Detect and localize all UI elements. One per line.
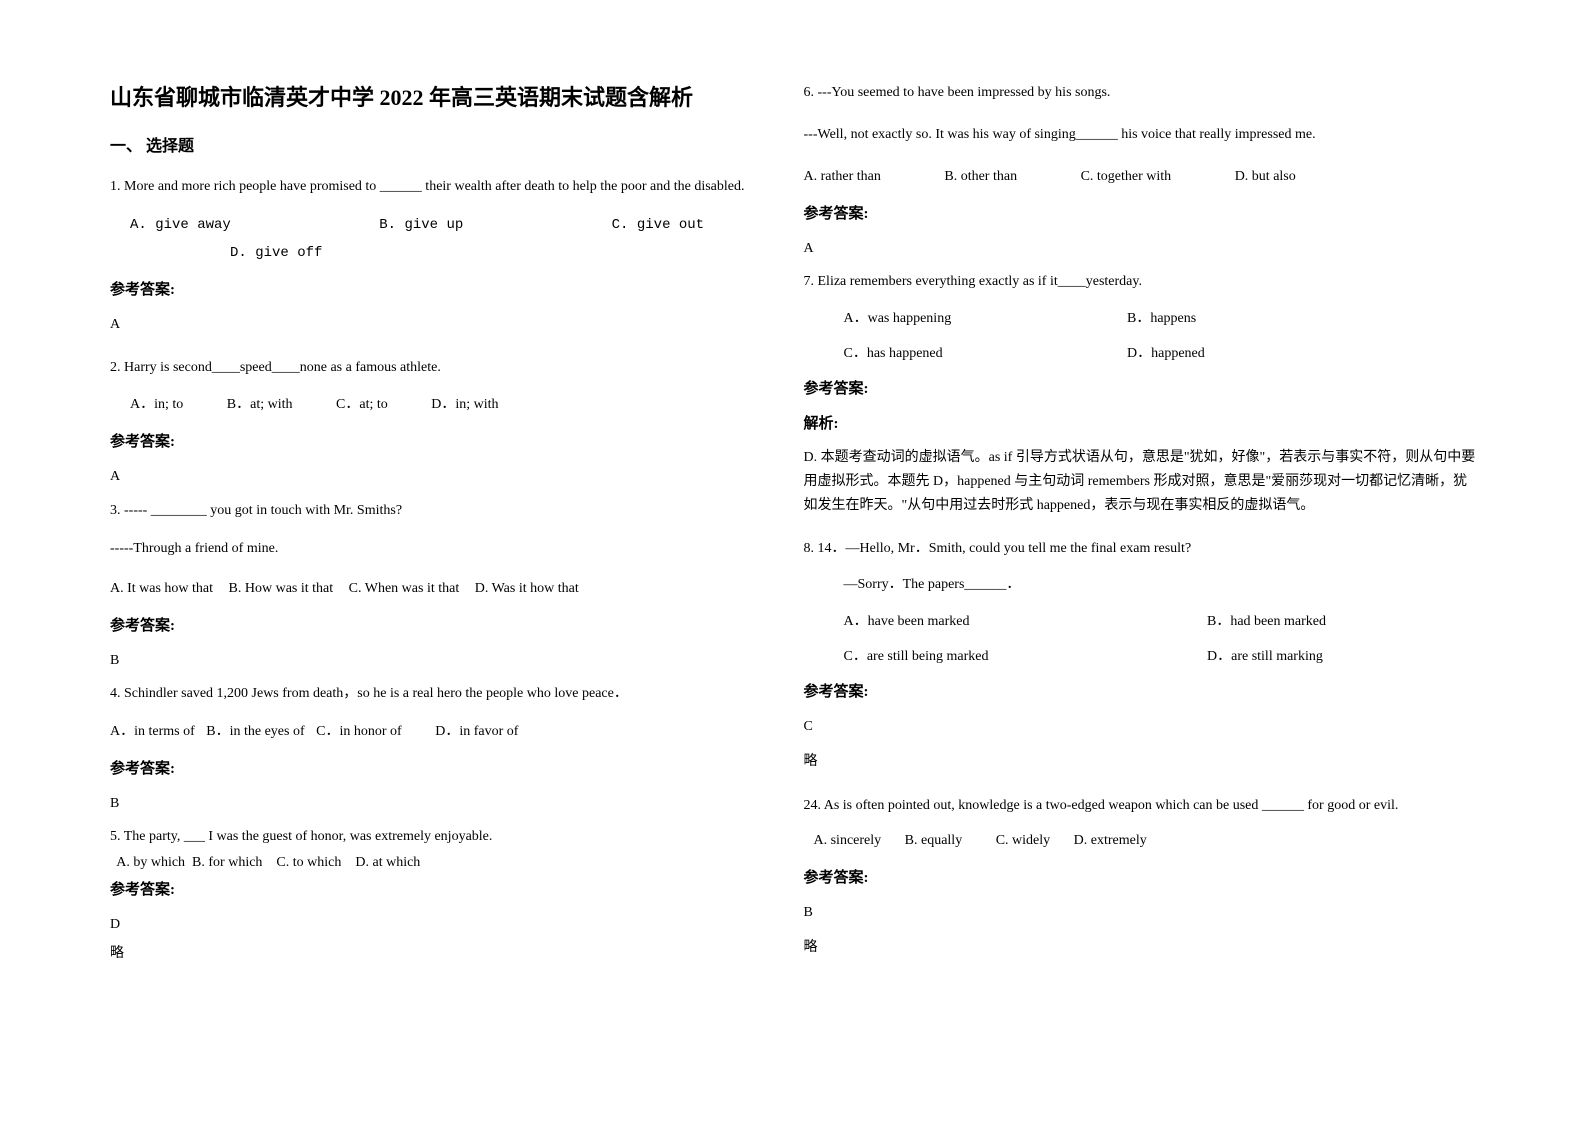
q9-answer: B [804, 900, 1478, 925]
q7-optD: D．happened [1127, 346, 1205, 361]
q6-text2: ---Well, not exactly so. It was his way … [804, 122, 1478, 149]
q5-answer: D [110, 912, 784, 937]
question-2: 2. Harry is second____speed____none as a… [110, 355, 784, 490]
q9-options: A. sincerely B. equally C. widely D. ext… [804, 827, 1478, 855]
q2-optD: D．in; with [431, 391, 498, 419]
q3-optB: B. How was it that [229, 575, 334, 603]
q6-optD: D. but also [1235, 163, 1296, 191]
q9-optD: D. extremely [1074, 827, 1147, 855]
q6-text: 6. ---You seemed to have been impressed … [804, 80, 1478, 107]
question-6: 6. ---You seemed to have been impressed … [804, 80, 1478, 261]
question-9: 24. As is often pointed out, knowledge i… [804, 793, 1478, 961]
q8-options-row1: A．have been marked B．had been marked [804, 609, 1478, 634]
right-column: 6. ---You seemed to have been impressed … [794, 80, 1488, 1042]
q3-optA: A. It was how that [110, 575, 213, 603]
q3-text2: -----Through a friend of mine. [110, 536, 784, 563]
section-header: 一、 选择题 [110, 132, 784, 156]
q8-note: 略 [804, 749, 1478, 774]
q3-text: 3. ----- ________ you got in touch with … [110, 498, 784, 525]
q7-options-row1: A．was happening B．happens [804, 306, 1478, 331]
q8-answer-label: 参考答案: [804, 679, 1478, 706]
q1-optC: C. give out [612, 211, 704, 239]
q7-answer-label: 参考答案: [804, 376, 1478, 403]
q4-answer: B [110, 791, 784, 816]
q6-options: A. rather than B. other than C. together… [804, 163, 1478, 191]
q1-answer: A [110, 312, 784, 337]
document-title: 山东省聊城市临清英才中学 2022 年高三英语期末试题含解析 [110, 80, 784, 112]
question-7: 7. Eliza remembers everything exactly as… [804, 269, 1478, 517]
q9-optA: A. sincerely [814, 827, 882, 855]
q2-optB: B．at; with [227, 391, 293, 419]
question-3: 3. ----- ________ you got in touch with … [110, 498, 784, 673]
q2-optA: A．in; to [130, 391, 183, 419]
question-1: 1. More and more rich people have promis… [110, 174, 784, 337]
q3-optD: D. Was it how that [475, 575, 579, 603]
q6-optB: B. other than [944, 163, 1017, 191]
q4-optB: B．in the eyes of [206, 718, 304, 746]
q8-answer: C [804, 714, 1478, 739]
q4-text: 4. Schindler saved 1,200 Jews from death… [110, 681, 784, 708]
q4-answer-label: 参考答案: [110, 756, 784, 783]
q4-optC: C．in honor of [316, 718, 402, 746]
question-4: 4. Schindler saved 1,200 Jews from death… [110, 681, 784, 816]
left-column: 山东省聊城市临清英才中学 2022 年高三英语期末试题含解析 一、 选择题 1.… [100, 80, 794, 1042]
q1-optA: A. give away [130, 211, 231, 239]
q9-text: 24. As is often pointed out, knowledge i… [804, 793, 1478, 820]
q9-answer-label: 参考答案: [804, 865, 1478, 892]
q8-options-row2: C．are still being marked D．are still mar… [804, 644, 1478, 669]
q8-optC: C．are still being marked [844, 644, 1204, 669]
q6-optA: A. rather than [804, 163, 881, 191]
q8-optD: D．are still marking [1207, 649, 1323, 664]
q2-text: 2. Harry is second____speed____none as a… [110, 355, 784, 382]
q8-optA: A．have been marked [844, 609, 1204, 634]
q7-text: 7. Eliza remembers everything exactly as… [804, 269, 1478, 296]
q8-text2: —Sorry．The papers______． [804, 572, 1478, 599]
q5-answer-label: 参考答案: [110, 877, 784, 904]
q9-note: 略 [804, 935, 1478, 960]
q5-text: 5. The party, ___ I was the guest of hon… [110, 824, 784, 851]
q7-options-row2: C．has happened D．happened [804, 341, 1478, 366]
q6-optC: C. together with [1081, 163, 1172, 191]
q9-optC: C. widely [996, 827, 1050, 855]
q3-answer-label: 参考答案: [110, 613, 784, 640]
q8-optB: B．had been marked [1207, 614, 1326, 629]
q3-options: A. It was how that B. How was it that C.… [110, 575, 784, 603]
q2-answer-label: 参考答案: [110, 429, 784, 456]
q4-optD: D．in favor of [435, 718, 518, 746]
q8-text: 8. 14．—Hello, Mr．Smith, could you tell m… [804, 536, 1478, 563]
q9-optB: B. equally [905, 827, 963, 855]
q1-answer-label: 参考答案: [110, 277, 784, 304]
q3-answer: B [110, 648, 784, 673]
q2-optC: C．at; to [336, 391, 388, 419]
q1-optB: B. give up [379, 211, 463, 239]
q6-answer: A [804, 236, 1478, 261]
q4-optA: A．in terms of [110, 718, 195, 746]
q4-options: A．in terms of B．in the eyes of C．in hono… [110, 718, 784, 746]
q7-explain: D. 本题考查动词的虚拟语气。as if 引导方式状语从句，意思是"犹如，好像"… [804, 446, 1478, 517]
question-5: 5. The party, ___ I was the guest of hon… [110, 824, 784, 967]
q7-optB: B．happens [1127, 311, 1196, 326]
q7-optC: C．has happened [844, 341, 1124, 366]
q2-answer: A [110, 464, 784, 489]
q3-optC: C. When was it that [349, 575, 460, 603]
question-8: 8. 14．—Hello, Mr．Smith, could you tell m… [804, 536, 1478, 775]
q5-opts: A. by which B. for which C. to which D. … [110, 850, 784, 877]
q7-jiexi-label: 解析: [804, 411, 1478, 438]
q1-options: A. give away B. give up C. give out D. g… [110, 211, 784, 267]
q7-optA: A．was happening [844, 306, 1124, 331]
q6-answer-label: 参考答案: [804, 201, 1478, 228]
q1-optD: D. give off [230, 239, 322, 267]
q5-note: 略 [110, 941, 784, 966]
q1-text: 1. More and more rich people have promis… [110, 174, 784, 201]
q2-options: A．in; to B．at; with C．at; to D．in; with [110, 391, 784, 419]
